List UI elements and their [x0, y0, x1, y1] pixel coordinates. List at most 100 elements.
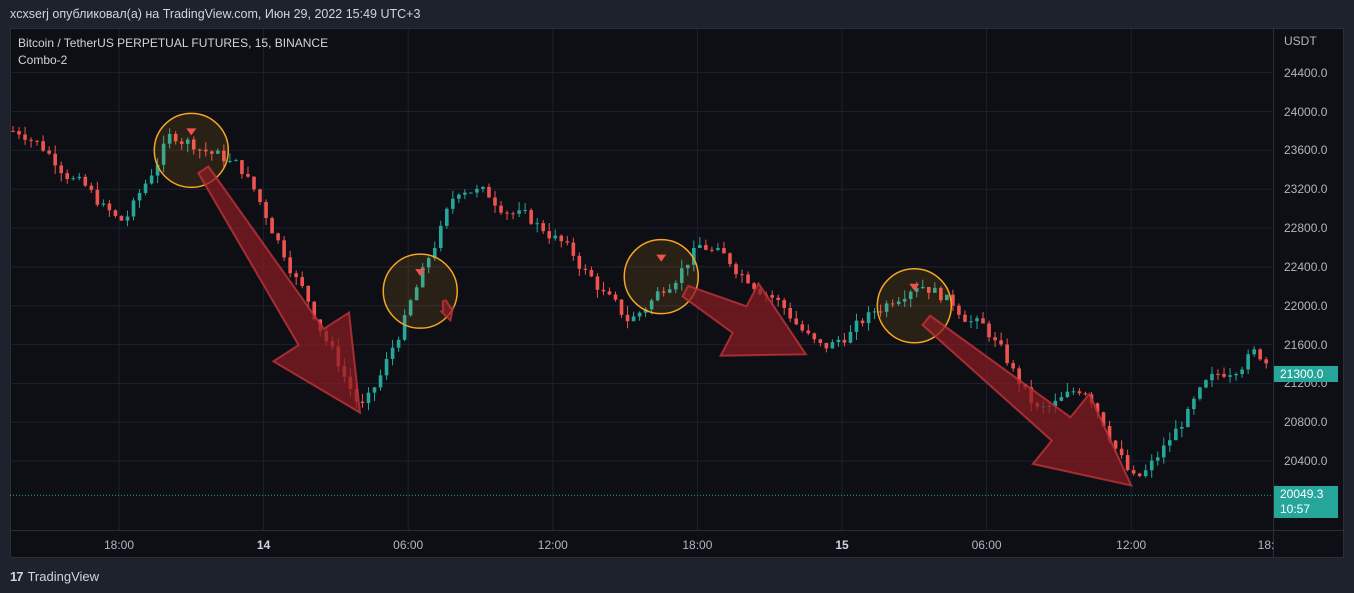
candle — [83, 173, 88, 188]
candle-body — [1174, 428, 1178, 441]
candle — [957, 303, 961, 319]
time-tick-label: 15 — [835, 538, 849, 552]
candle-body — [222, 150, 226, 162]
candle — [963, 310, 967, 323]
low-price-value: 20049.3 — [1280, 487, 1324, 501]
price-tick-label: 24000.0 — [1284, 104, 1328, 119]
candle-body — [408, 300, 413, 316]
candle — [517, 202, 521, 218]
candle-body — [1005, 344, 1009, 364]
indicator-legend[interactable]: Combo-2 — [18, 53, 68, 67]
candle-body — [667, 289, 672, 293]
candle-body — [445, 208, 449, 226]
candle-body — [505, 212, 509, 214]
candle — [679, 259, 684, 291]
candle-body — [1180, 426, 1184, 429]
trend-arrow — [921, 314, 1133, 487]
candle-body — [927, 286, 931, 293]
price-tick-label: 22000.0 — [1284, 298, 1328, 313]
candle-body — [613, 294, 618, 300]
candle-body — [300, 277, 304, 286]
candle — [17, 127, 21, 139]
candle-body — [1216, 373, 1220, 375]
candle-body — [686, 264, 690, 269]
candle-body — [312, 301, 317, 320]
candle — [107, 200, 112, 217]
candle — [1174, 420, 1178, 441]
candle — [1198, 386, 1202, 401]
candle — [812, 332, 817, 344]
candle-body — [571, 242, 576, 256]
bar-countdown: 10:57 — [1280, 502, 1311, 516]
candle — [782, 297, 786, 315]
candle-body — [842, 339, 847, 343]
candle — [686, 264, 690, 276]
price-axis-unit[interactable]: USDT — [1284, 34, 1317, 48]
candle-body — [878, 311, 883, 313]
candle — [607, 287, 612, 296]
candle-body — [1113, 440, 1118, 449]
candle-body — [179, 141, 184, 144]
candle-body — [65, 173, 70, 179]
tradingview-footer[interactable]: 17 TradingView — [10, 569, 99, 584]
candle-body — [89, 185, 94, 190]
candle-body — [1053, 400, 1058, 406]
candle-body — [517, 210, 521, 214]
candle — [1216, 369, 1220, 380]
candle — [1168, 432, 1172, 452]
candle — [631, 311, 636, 322]
candle-body — [692, 247, 696, 265]
candle-body — [679, 268, 684, 283]
candle-body — [848, 331, 853, 343]
candle-body — [637, 312, 642, 317]
candle — [1240, 366, 1244, 378]
candle-body — [830, 342, 835, 349]
price-tick-label: 22400.0 — [1284, 259, 1328, 274]
candle — [818, 338, 823, 347]
candle-body — [71, 178, 76, 180]
candle — [143, 179, 148, 196]
candle-body — [740, 274, 744, 276]
candle-body — [1059, 397, 1064, 401]
candle — [119, 215, 124, 221]
candle — [487, 183, 491, 198]
candle — [155, 158, 160, 184]
candle-body — [47, 150, 51, 154]
candle-body — [975, 318, 979, 322]
candle — [445, 207, 449, 229]
candle — [1234, 372, 1238, 381]
candle — [541, 220, 545, 234]
candle — [246, 166, 250, 178]
candle — [939, 286, 943, 303]
candle — [884, 300, 889, 318]
candle-body — [933, 287, 937, 293]
candle-body — [23, 134, 27, 140]
time-tick-label: 14 — [256, 538, 271, 552]
candle — [1204, 378, 1208, 389]
candle — [360, 393, 365, 408]
candle-body — [951, 294, 955, 306]
candle-body — [35, 140, 39, 142]
candle — [746, 271, 750, 284]
candle-body — [788, 307, 793, 319]
candle-body — [631, 316, 636, 322]
sell-signal-triangle — [186, 128, 197, 136]
candle — [547, 223, 552, 244]
candle — [384, 352, 389, 380]
candle — [553, 229, 558, 241]
candle-body — [197, 149, 202, 151]
symbol-legend[interactable]: Bitcoin / TetherUS PERPETUAL FUTURES, 15… — [18, 36, 329, 50]
candle — [927, 286, 931, 300]
price-tick-label: 21600.0 — [1284, 337, 1328, 352]
candle-body — [963, 314, 967, 322]
candle — [908, 289, 913, 308]
candle — [806, 324, 811, 336]
candle-body — [1107, 425, 1112, 441]
candle — [511, 211, 515, 220]
candle — [710, 246, 714, 253]
signal-circle — [382, 253, 458, 329]
candle — [210, 150, 214, 161]
candle-body — [53, 153, 57, 166]
candle-body — [914, 288, 919, 292]
